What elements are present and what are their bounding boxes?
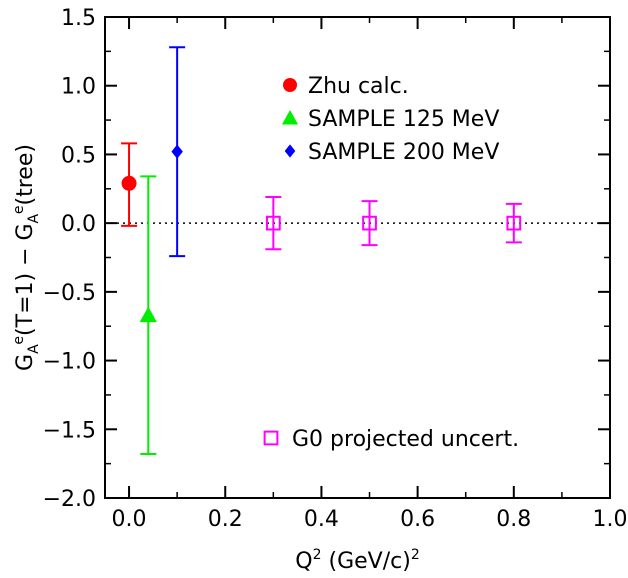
data-marks bbox=[121, 46, 522, 456]
x-tick-label: 0.4 bbox=[304, 507, 339, 532]
y-axis-label-g1: G bbox=[13, 354, 38, 371]
legend-marker bbox=[263, 430, 279, 446]
y-axis-label-t2: (tree) bbox=[13, 144, 38, 205]
legend-label: Zhu calc. bbox=[308, 74, 409, 99]
legend: Zhu calc. SAMPLE 125 MeV SAMPLE 200 MeV G0 … bbox=[263, 74, 519, 452]
y-axis-label-sub1: A bbox=[26, 344, 42, 354]
x-axis-label-sup2: 2 bbox=[411, 547, 420, 563]
data-point bbox=[506, 215, 522, 231]
legend-label: SAMPLE 125 MeV bbox=[308, 107, 499, 132]
data-point bbox=[121, 175, 137, 191]
legend-marker bbox=[281, 109, 299, 125]
data-point bbox=[362, 215, 377, 231]
x-axis-label-units: (GeV/c) bbox=[322, 549, 411, 574]
y-tick-label: 0.0 bbox=[61, 212, 96, 237]
data-point bbox=[171, 144, 183, 159]
x-tick-label: 1.0 bbox=[593, 507, 628, 532]
y-tick-label: −1.0 bbox=[43, 350, 96, 375]
y-axis-label-sup2: e bbox=[11, 205, 27, 214]
legend-label: SAMPLE 200 MeV bbox=[308, 140, 499, 165]
y-axis-label-t1: (T=1) − G bbox=[13, 223, 38, 336]
data-point bbox=[139, 306, 157, 323]
legend-marker bbox=[284, 144, 296, 158]
y-tick-label: 1.0 bbox=[61, 75, 96, 100]
data-point bbox=[265, 215, 281, 231]
x-tick-label: 0.8 bbox=[496, 507, 531, 532]
legend-marker bbox=[283, 78, 297, 92]
x-axis-label-q: Q bbox=[295, 549, 312, 574]
x-tick-label: 0.6 bbox=[400, 507, 435, 532]
y-tick-label: 1.5 bbox=[61, 6, 96, 31]
y-tick-label: −0.5 bbox=[43, 281, 96, 306]
axis-tick-labels: 0.0 0.2 0.4 0.6 0.8 1.0 −2.0 −1.5 −1.0 −0.5 0.0 0.5… bbox=[43, 6, 628, 532]
x-tick-label: 0.0 bbox=[112, 507, 147, 532]
y-tick-label: −1.5 bbox=[43, 418, 96, 443]
y-tick-label: −2.0 bbox=[43, 487, 96, 512]
axis-ticks bbox=[105, 16, 611, 499]
x-axis-label: Q2 (GeV/c)2 bbox=[295, 547, 419, 574]
x-axis-label-sup1: 2 bbox=[313, 547, 322, 563]
y-axis-label: GAe(T=1) − GAe(tree) bbox=[11, 144, 42, 371]
y-axis-label-sub2: A bbox=[26, 213, 42, 223]
y-axis-label-sup1: e bbox=[11, 336, 27, 345]
y-tick-label: 0.5 bbox=[61, 143, 96, 168]
x-tick-label: 0.2 bbox=[208, 507, 243, 532]
legend-label: G0 projected uncert. bbox=[292, 427, 519, 452]
